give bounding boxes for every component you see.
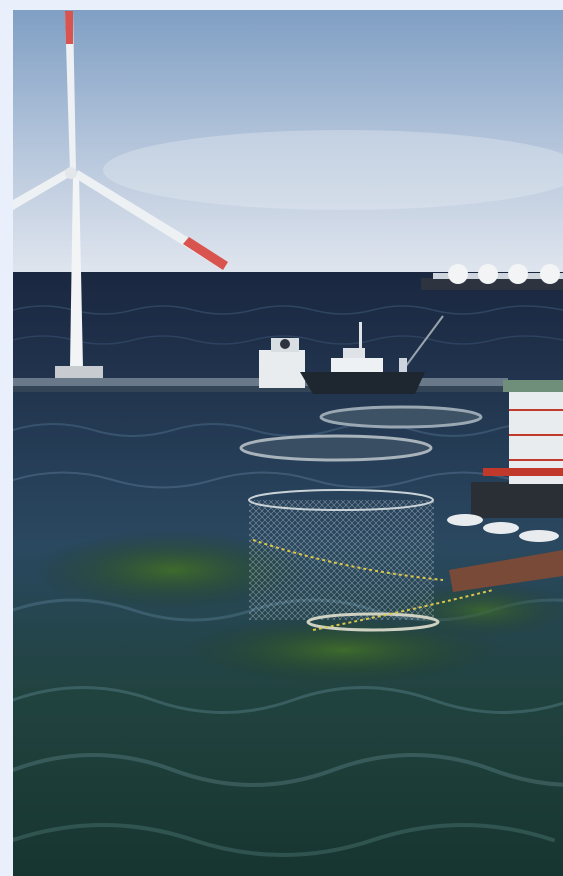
lng-carrier [421,264,563,290]
seaweed-bed [33,530,313,610]
sky [13,10,563,272]
wind-turbine [13,11,228,378]
scene-frame [13,10,563,876]
fishing-vessel [300,315,444,394]
circular-fish-pens [239,405,483,462]
small-boats [447,514,559,542]
wooden-pontoon [449,550,563,592]
control-buoy [259,338,305,388]
submerged-net-cage [248,489,494,632]
ocean-aquaculture-illustration [13,10,563,876]
offshore-platform [471,380,563,518]
